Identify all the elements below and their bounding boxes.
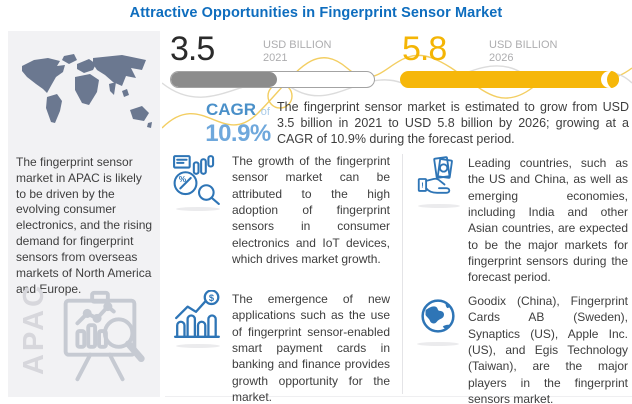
market-research-board-icon <box>63 290 145 382</box>
exclaim-glyph: ! <box>421 180 423 189</box>
cagr-of-word: of <box>260 106 270 118</box>
dollar-glyph: $ <box>209 293 215 303</box>
page-title: Attractive Opportunities in Fingerprint … <box>129 5 503 21</box>
year-label: 2021 <box>263 52 288 65</box>
market-analytics-icon: % <box>173 155 220 205</box>
insight-growth-driver: The growth of the fingerprint sensor mar… <box>232 154 390 266</box>
progress-bar-2026-cap <box>607 71 619 88</box>
unit-label: USD BILLION <box>489 39 558 51</box>
apac-sidebar: The fingerprint sensor market in APAC is… <box>8 31 160 397</box>
market-size-2021-value: 3.5 <box>170 30 215 68</box>
progress-bar-2026 <box>400 71 619 88</box>
market-size-2021-unit: USD BILLION 2021 <box>263 39 331 65</box>
percent-glyph: % <box>179 174 187 184</box>
bottom-divider <box>165 396 632 397</box>
growth-chart-icon: $ <box>173 290 220 338</box>
insight-major-players: Goodix (China), Fingerprint Cards AB (Sw… <box>468 294 628 404</box>
progress-bar-2021 <box>170 71 375 88</box>
market-size-2026-unit: USD BILLION 2026 <box>489 39 557 65</box>
cagr-word: CAGR <box>206 100 257 119</box>
icon-shadow <box>176 344 220 348</box>
world-map-icon <box>22 54 152 128</box>
cagr-block: CAGR of 10.9% <box>190 100 286 148</box>
market-summary-text: The fingerprint sensor market is estimat… <box>277 100 629 146</box>
globe-icon <box>421 299 455 333</box>
year-label: 2026 <box>489 52 514 65</box>
market-size-2026-value: 5.8 <box>402 30 447 68</box>
apac-note: The fingerprint sensor market in APAC is… <box>16 155 153 296</box>
icon-shadow <box>418 204 460 208</box>
cagr-label: CAGR of <box>190 100 286 120</box>
money-hand-icon: ! <box>417 156 453 194</box>
icon-shadow <box>176 207 220 211</box>
unit-label: USD BILLION <box>263 39 332 51</box>
quadrant-vertical-divider <box>402 154 403 394</box>
insight-leading-countries: Leading countries, such as the US and Ch… <box>468 156 628 285</box>
insight-new-applications: The emergence of new applications such a… <box>232 292 390 404</box>
cagr-value: 10.9% <box>205 120 271 147</box>
icon-shadow <box>417 342 459 346</box>
progress-bar-2021-fill <box>171 72 277 87</box>
